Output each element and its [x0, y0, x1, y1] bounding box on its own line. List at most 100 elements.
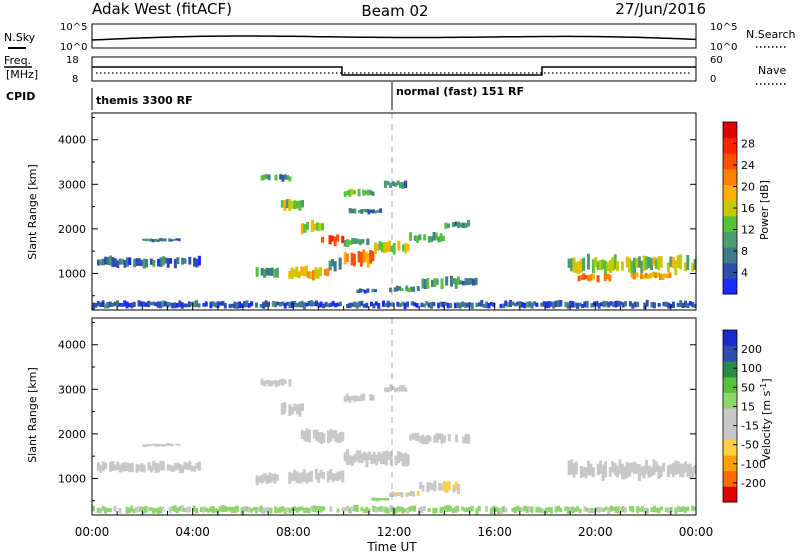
heatmap-cell [351, 237, 355, 245]
heatmap-cell [640, 260, 644, 273]
heatmap-cell [372, 209, 375, 214]
heatmap-cell [591, 467, 595, 478]
heatmap-cell [585, 507, 589, 512]
heatmap-cell [283, 174, 287, 180]
nave-label: Nave [758, 64, 786, 77]
heatmap-cell [523, 302, 527, 309]
heatmap-cell [235, 505, 239, 513]
heatmap-cell [461, 222, 465, 228]
heatmap-cell [304, 265, 308, 277]
heatmap-cell [156, 239, 160, 242]
heatmap-cell [329, 469, 333, 480]
heatmap-cell [576, 302, 580, 309]
heatmap-cell [416, 432, 420, 442]
heatmap-cell [402, 244, 405, 252]
heatmap-cell [283, 302, 287, 309]
velocity-y-axis: 1000 2000 3000 4000 [58, 321, 696, 502]
heatmap-cell [470, 505, 474, 512]
heatmap-cell [283, 200, 287, 211]
heatmap-cell [314, 505, 318, 513]
heatmap-cell [101, 300, 105, 307]
heatmap-cell [195, 258, 199, 268]
heatmap-cell [353, 505, 357, 512]
heatmap-cell [589, 463, 593, 476]
heatmap-cell [322, 303, 326, 309]
heatmap-cell [430, 236, 434, 243]
heatmap-cell [655, 507, 659, 513]
heatmap-cell [363, 289, 367, 294]
heatmap-cell [170, 239, 174, 242]
heatmap-cell [453, 302, 457, 309]
sky-tick-bottom: 10^0 [60, 42, 87, 53]
heatmap-cell [433, 278, 437, 287]
heatmap-cell [96, 301, 100, 307]
frequency-line [92, 66, 696, 76]
heatmap-cell [640, 506, 644, 512]
heatmap-cell [383, 180, 387, 188]
heatmap-cell [533, 301, 536, 306]
heatmap-cell [171, 302, 175, 309]
heatmap-cell [116, 300, 119, 308]
heatmap-cell [559, 507, 563, 513]
heatmap-cell [374, 506, 378, 513]
heatmap-cell [609, 505, 613, 512]
heatmap-cell [343, 395, 347, 403]
heatmap-cell [666, 262, 670, 273]
heatmap-cell [221, 300, 225, 306]
heatmap-cell [163, 238, 167, 242]
heatmap-cell [582, 273, 586, 280]
heatmap-cell [288, 472, 292, 484]
heatmap-cell [295, 404, 299, 415]
heatmap-cell [399, 385, 403, 392]
heatmap-cell [372, 451, 376, 464]
heatmap-cell [554, 506, 558, 513]
heatmap-cell [691, 505, 695, 512]
heatmap-cell [197, 303, 201, 308]
heatmap-cell [492, 302, 496, 307]
heatmap-cell [394, 182, 398, 187]
heatmap-cell [149, 465, 153, 473]
heatmap-cell [406, 244, 410, 251]
heatmap-cell [195, 508, 199, 514]
heatmap-cell [262, 174, 266, 180]
heatmap-cell [446, 504, 450, 512]
heatmap-cell [637, 464, 641, 481]
heatmap-cell [183, 508, 187, 513]
heatmap-cell [370, 454, 374, 464]
heatmap-cell [128, 257, 132, 265]
heatmap-cell [142, 444, 146, 448]
heatmap-cell [663, 273, 667, 278]
heatmap-cell [175, 238, 179, 241]
heatmap-cell [397, 240, 401, 251]
heatmap-cell [571, 301, 575, 308]
heatmap-cell [260, 378, 264, 386]
heatmap-cell [528, 506, 532, 512]
heatmap-cell [649, 273, 653, 279]
heatmap-cell [684, 300, 687, 308]
heatmap-cell [255, 506, 258, 514]
heatmap-cell [542, 508, 546, 513]
heatmap-cell [583, 301, 587, 308]
heatmap-cell [326, 471, 330, 483]
heatmap-cell [290, 473, 294, 481]
heatmap-cell [361, 238, 365, 244]
heatmap-cell [445, 481, 449, 493]
heatmap-cell [633, 257, 636, 275]
heatmap-cell [602, 508, 606, 512]
heatmap-cell [265, 267, 269, 276]
heatmap-cell [403, 302, 407, 310]
heatmap-cell [331, 473, 335, 483]
heatmap-cell [420, 506, 424, 514]
heatmap-cell [535, 506, 539, 513]
heatmap-cell [631, 506, 635, 513]
heatmap-cell [247, 303, 251, 308]
heatmap-cell [686, 506, 690, 512]
heatmap-cell [464, 222, 468, 228]
heatmap-cell [163, 301, 167, 307]
heatmap-cell [671, 257, 675, 269]
heatmap-cell [444, 301, 448, 306]
date-title: 27/Jun/2016 [615, 0, 706, 18]
heatmap-cell [383, 387, 387, 392]
heatmap-cell [616, 465, 620, 478]
heatmap-cell [371, 251, 375, 262]
